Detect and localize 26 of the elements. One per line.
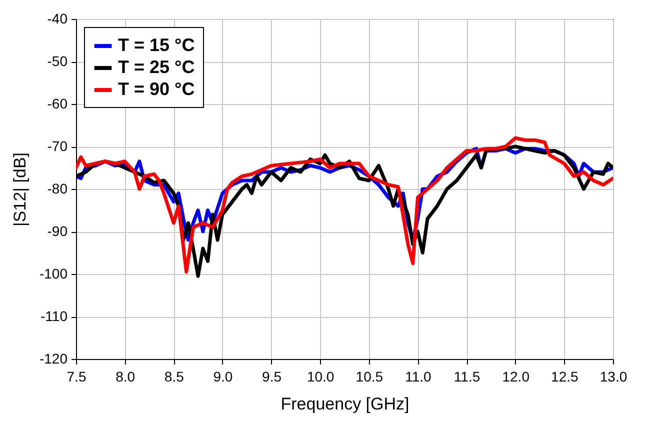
x-tick-label: 12.5: [551, 368, 579, 384]
legend-label: T = 25 °C: [118, 57, 195, 77]
y-axis-title: |S12| [dB]: [10, 152, 30, 227]
x-tick-label: 7.5: [66, 368, 86, 384]
x-tick-label: 9.0: [213, 368, 233, 384]
y-tick-label: -70: [47, 138, 68, 154]
x-tick-label: 11.0: [405, 368, 432, 384]
y-tick-label: -50: [47, 53, 68, 69]
x-tick-label: 10.5: [356, 368, 384, 384]
y-tick-label: -120: [39, 350, 68, 366]
y-tick-label: -80: [47, 180, 68, 196]
y-tick-label: -60: [47, 96, 68, 112]
y-tick-label: -40: [47, 10, 68, 26]
x-tick-label: 13.0: [600, 368, 628, 384]
y-tick-label: -100: [39, 266, 68, 282]
x-tick-label: 10.0: [306, 368, 334, 384]
x-tick-label: 8.0: [116, 368, 136, 384]
x-tick-label: 11.5: [454, 368, 480, 384]
x-tick-label: 8.5: [164, 368, 184, 384]
x-tick-label: 9.5: [262, 368, 282, 384]
y-tick-label: -90: [47, 223, 68, 239]
x-tick-label: 12.0: [502, 368, 530, 384]
legend-label: T = 15 °C: [118, 35, 195, 55]
x-axis-title: Frequency [GHz]: [280, 394, 410, 414]
legend-label: T = 90 °C: [118, 79, 195, 99]
y-tick-label: -110: [40, 308, 68, 324]
